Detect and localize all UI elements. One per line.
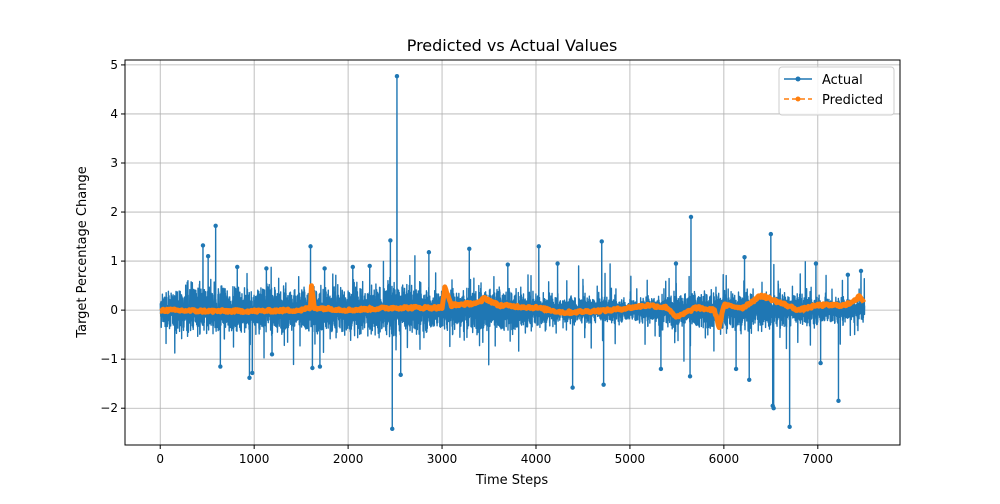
x-tick-label: 1000 <box>239 452 270 466</box>
actual-point <box>818 360 823 366</box>
actual-point <box>555 261 560 266</box>
actual-point <box>768 231 774 237</box>
legend-predicted-label: Predicted <box>822 93 883 108</box>
x-axis: 0 1000 2000 3000 4000 5000 6000 7000 <box>156 445 833 466</box>
legend-predicted-marker <box>795 96 801 102</box>
y-tick-label: 5 <box>110 58 118 72</box>
y-axis-label: Target Percentage Change <box>75 166 90 338</box>
actual-point <box>570 385 575 390</box>
actual-point <box>308 244 313 249</box>
actual-point <box>264 266 269 271</box>
actual-point <box>858 268 864 274</box>
actual-point <box>836 398 841 404</box>
actual-point <box>350 264 356 270</box>
actual-line <box>159 75 866 430</box>
x-tick-label: 0 <box>156 452 164 466</box>
actual-point <box>536 244 542 249</box>
actual-point <box>367 263 372 269</box>
y-tick-label: 0 <box>110 303 118 317</box>
y-axis: −2 −1 0 1 2 3 4 5 <box>100 58 125 415</box>
actual-point <box>390 426 395 432</box>
actual-point <box>673 261 679 266</box>
y-tick-label: 4 <box>110 107 118 121</box>
actual-point <box>213 223 218 228</box>
plot-area-frame <box>124 59 901 446</box>
actual-point <box>599 239 604 244</box>
y-tick-label: 2 <box>110 205 118 219</box>
predicted-dash <box>159 285 865 333</box>
actual-point <box>205 253 211 259</box>
actual-point <box>733 366 739 372</box>
legend-actual-label: Actual <box>822 73 863 88</box>
x-axis-label: Time Steps <box>475 473 549 488</box>
actual-point <box>394 73 400 79</box>
y-tick-label: 1 <box>110 254 118 268</box>
actual-point <box>658 366 664 372</box>
series-actual <box>159 73 866 432</box>
series-predicted <box>158 283 867 333</box>
x-tick-label: 4000 <box>521 452 552 466</box>
y-tick-label: −2 <box>100 401 118 415</box>
actual-point <box>388 238 393 243</box>
actual-point <box>398 372 403 378</box>
actual-point <box>770 403 775 408</box>
x-tick-label: 6000 <box>709 452 740 466</box>
legend-actual-marker <box>795 76 801 82</box>
actual-point <box>813 261 819 266</box>
grid <box>125 60 900 445</box>
legend: Actual Predicted <box>778 66 895 116</box>
actual-point <box>310 365 315 371</box>
actual-point <box>250 370 255 376</box>
x-tick-label: 5000 <box>615 452 646 466</box>
actual-point <box>845 272 851 278</box>
actual-point <box>322 266 327 271</box>
actual-point <box>200 243 206 248</box>
actual-point <box>426 250 432 255</box>
chart-title: Predicted vs Actual Values <box>407 36 618 55</box>
x-tick-label: 7000 <box>803 452 834 466</box>
actual-point <box>747 377 752 382</box>
actual-point <box>601 382 606 387</box>
y-tick-label: −1 <box>100 352 118 366</box>
actual-point <box>269 352 275 357</box>
actual-point <box>687 374 693 379</box>
actual-point <box>787 424 792 430</box>
actual-point <box>688 214 694 220</box>
actual-point <box>505 262 511 267</box>
x-tick-label: 2000 <box>333 452 364 466</box>
actual-point <box>467 246 472 252</box>
actual-point <box>235 264 240 270</box>
x-tick-label: 3000 <box>427 452 458 466</box>
actual-point <box>317 364 323 369</box>
actual-point <box>742 254 747 260</box>
actual-point <box>218 364 223 369</box>
actual-point <box>247 375 252 381</box>
y-tick-label: 3 <box>110 156 118 170</box>
